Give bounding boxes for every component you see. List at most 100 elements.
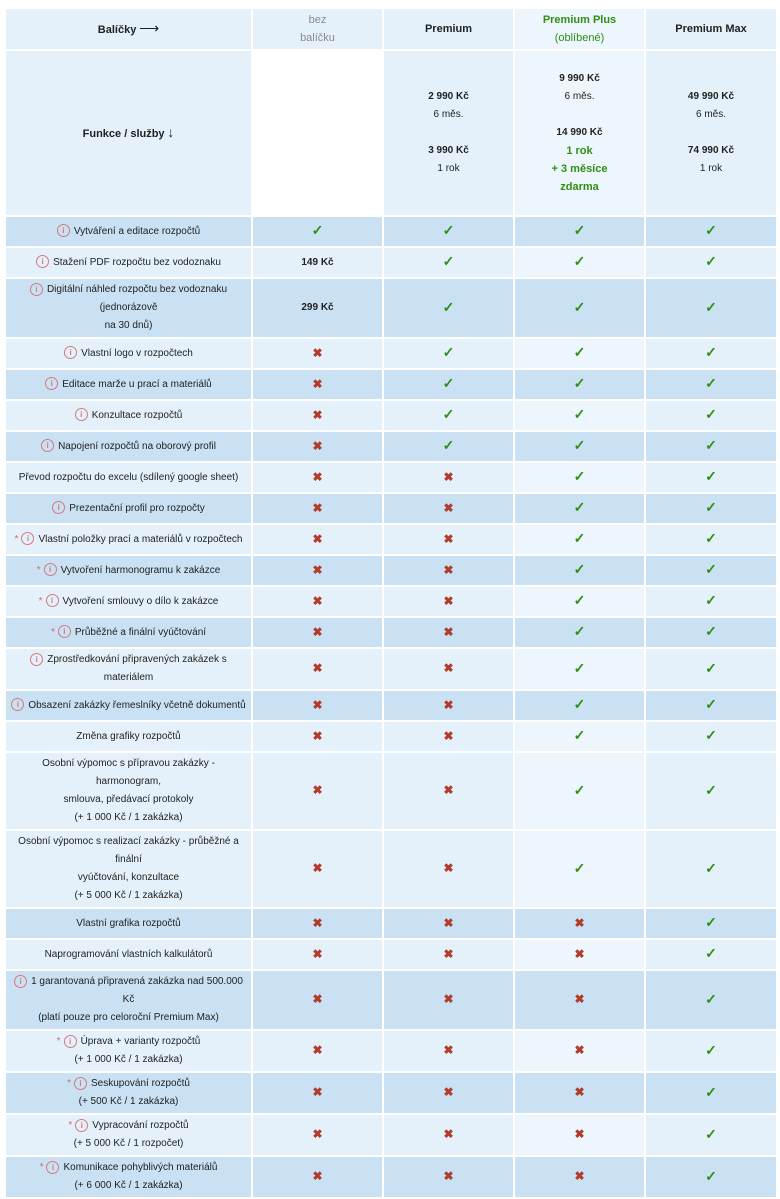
check-icon: ✓ (705, 530, 717, 546)
info-icon[interactable]: i (41, 439, 55, 453)
cell-bez: ✖ (253, 753, 382, 829)
column-header-premium[interactable]: Premium (384, 9, 513, 49)
cell-premium-max: ✓ (646, 494, 776, 523)
cell-premium: ✖ (384, 1157, 513, 1197)
info-icon[interactable]: i (21, 532, 35, 546)
info-icon[interactable]: i (45, 377, 59, 391)
info-icon[interactable]: i (63, 1034, 77, 1048)
cross-icon: ✖ (312, 593, 323, 608)
info-icon[interactable]: i (30, 652, 44, 666)
cross-icon: ✖ (574, 1127, 585, 1141)
cell-premium-plus: ✓ (515, 339, 644, 368)
feature-label: Komunikace pohyblivých materiálů (63, 1162, 218, 1173)
info-icon[interactable]: i (73, 1076, 87, 1090)
cross-icon: ✖ (574, 1043, 585, 1057)
cell-premium-plus: ✓ (515, 463, 644, 492)
cross-icon: ✖ (574, 1169, 585, 1183)
cell-premium-max: ✓ (646, 1157, 776, 1197)
cell-bez: ✖ (253, 1031, 382, 1071)
cross-icon: ✖ (443, 861, 454, 875)
feature-name-cell: i Zprostředkování připravených zakázek s … (6, 649, 251, 689)
feature-label: (+ 500 Kč / 1 zakázka) (78, 1096, 179, 1107)
cell-bez: ✖ (253, 1157, 382, 1197)
feature-row: * i Vypracování rozpočtů (+ 5 000 Kč / 1 ro… (6, 1115, 776, 1155)
cell-premium-plus: ✓ (515, 831, 644, 907)
feature-name-cell: * i Komunikace pohyblivých materiálů (+ 6 0… (6, 1157, 251, 1197)
cell-premium: ✓ (384, 339, 513, 368)
feature-label: Převod rozpočtu do excelu (sdílený googl… (18, 471, 239, 483)
cell-premium: ✖ (384, 494, 513, 523)
feature-name-cell: i Konzultace rozpočtů (6, 401, 251, 430)
cell-premium-plus: ✓ (515, 401, 644, 430)
cell-premium: ✓ (384, 401, 513, 430)
info-icon[interactable]: i (52, 501, 66, 515)
cell-bez: ✓ (253, 217, 382, 246)
column-header-premium-max[interactable]: Premium Max (646, 9, 776, 49)
info-icon[interactable]: i (11, 698, 25, 712)
check-icon: ✓ (705, 945, 717, 961)
premium-price-6m: 2 990 Kč (428, 91, 469, 102)
feature-name-cell: * i Vytvoření smlouvy o dílo k zakázce (6, 587, 251, 616)
cell-premium: ✖ (384, 691, 513, 720)
feature-label: (platí pouze pro celoroční Premium Max) (38, 1012, 219, 1023)
feature-name-cell: * i Úprava + varianty rozpočtů (+ 1 000 Kč … (6, 1031, 251, 1071)
plus-bonus-line2: + 3 měsíce (551, 163, 608, 175)
check-icon: ✓ (705, 222, 717, 238)
cell-premium-max: ✓ (646, 831, 776, 907)
cell-premium-plus: ✖ (515, 940, 644, 969)
cell-premium-plus: ✓ (515, 217, 644, 246)
price-value: 149 Kč (301, 256, 334, 268)
info-icon[interactable]: i (64, 346, 78, 360)
check-icon: ✓ (705, 990, 717, 1007)
plus-bonus-line1: 1 rok (566, 145, 593, 157)
premium-term-6m: 6 měs. (433, 109, 464, 120)
feature-label: Změna grafiky rozpočtů (76, 730, 181, 742)
info-icon[interactable]: i (29, 282, 43, 296)
feature-row: i Zprostředkování připravených zakázek s … (6, 649, 776, 689)
info-icon[interactable]: i (14, 974, 28, 988)
feature-row: i Konzultace rozpočtů ✖ ✓ ✓ ✓ (6, 401, 776, 430)
cross-icon: ✖ (312, 438, 323, 453)
cross-icon: ✖ (312, 728, 323, 743)
cross-icon: ✖ (443, 624, 454, 639)
info-icon[interactable]: i (36, 255, 50, 269)
cell-premium-plus: ✓ (515, 587, 644, 616)
check-icon: ✓ (705, 468, 717, 484)
cell-premium-plus: ✓ (515, 753, 644, 829)
feature-row: i Prezentační profil pro rozpočty ✖ ✖ ✓ ✓ (6, 494, 776, 523)
cell-bez: ✖ (253, 909, 382, 938)
info-icon[interactable]: i (46, 1160, 60, 1174)
cell-premium-max: ✓ (646, 587, 776, 616)
cross-icon: ✖ (312, 407, 323, 422)
cell-premium-max: ✓ (646, 432, 776, 461)
premium-plus-note: (oblíbené) (554, 32, 605, 44)
check-icon: ✓ (705, 1083, 717, 1100)
info-icon[interactable]: i (56, 224, 70, 238)
cell-premium-max: ✓ (646, 753, 776, 829)
cell-premium: ✓ (384, 279, 513, 337)
cross-icon: ✖ (312, 1043, 323, 1057)
cell-premium-max: ✓ (646, 1031, 776, 1071)
info-icon[interactable]: i (57, 625, 71, 639)
cell-premium-plus: ✓ (515, 370, 644, 399)
cell-premium: ✓ (384, 370, 513, 399)
cell-premium: ✖ (384, 940, 513, 969)
cross-icon: ✖ (443, 946, 454, 961)
cell-premium: ✓ (384, 217, 513, 246)
cross-icon: ✖ (574, 992, 585, 1006)
info-icon[interactable]: i (43, 563, 57, 577)
cell-premium-max: ✓ (646, 971, 776, 1029)
required-star: * (68, 1120, 73, 1131)
max-price-1y: 74 990 Kč (687, 145, 735, 156)
info-icon[interactable]: i (45, 594, 59, 608)
check-icon: ✓ (705, 727, 717, 743)
column-header-premium-plus[interactable]: Premium Plus (oblíbené) (515, 9, 644, 49)
column-header-bez[interactable]: bez balíčku (253, 9, 382, 49)
cell-premium-plus: ✓ (515, 556, 644, 585)
cell-premium-plus: ✓ (515, 248, 644, 277)
feature-name-cell: Naprogramování vlastních kalkulátorů (6, 940, 251, 969)
info-icon[interactable]: i (75, 1118, 89, 1132)
cross-icon: ✖ (312, 500, 323, 515)
cell-premium-max: ✓ (646, 556, 776, 585)
info-icon[interactable]: i (74, 408, 88, 422)
